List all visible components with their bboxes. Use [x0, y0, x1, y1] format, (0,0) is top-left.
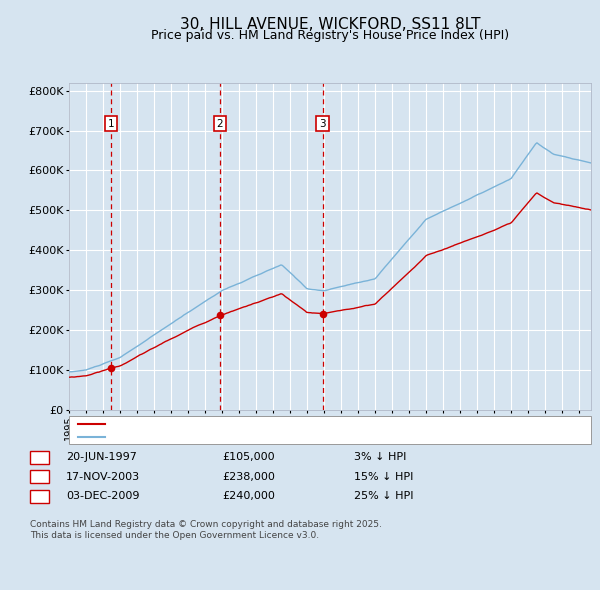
Text: 17-NOV-2003: 17-NOV-2003: [66, 472, 140, 481]
Text: 1: 1: [107, 119, 114, 129]
Text: £238,000: £238,000: [222, 472, 275, 481]
Text: 20-JUN-1997: 20-JUN-1997: [66, 453, 137, 462]
Text: £105,000: £105,000: [222, 453, 275, 462]
Text: 03-DEC-2009: 03-DEC-2009: [66, 491, 139, 501]
Text: 2: 2: [36, 472, 43, 481]
Text: 1: 1: [36, 453, 43, 462]
Text: Price paid vs. HM Land Registry's House Price Index (HPI): Price paid vs. HM Land Registry's House …: [151, 30, 509, 42]
Text: 2: 2: [217, 119, 223, 129]
Text: 3% ↓ HPI: 3% ↓ HPI: [354, 453, 406, 462]
Text: 30, HILL AVENUE, WICKFORD, SS11 8LT (detached house): 30, HILL AVENUE, WICKFORD, SS11 8LT (det…: [111, 419, 410, 429]
Text: £240,000: £240,000: [222, 491, 275, 501]
Text: Contains HM Land Registry data © Crown copyright and database right 2025.
This d: Contains HM Land Registry data © Crown c…: [30, 520, 382, 540]
Text: 3: 3: [319, 119, 326, 129]
Text: 30, HILL AVENUE, WICKFORD, SS11 8LT: 30, HILL AVENUE, WICKFORD, SS11 8LT: [180, 17, 480, 31]
Text: 25% ↓ HPI: 25% ↓ HPI: [354, 491, 413, 501]
Text: 3: 3: [36, 491, 43, 501]
Text: 15% ↓ HPI: 15% ↓ HPI: [354, 472, 413, 481]
Text: HPI: Average price, detached house, Basildon: HPI: Average price, detached house, Basi…: [111, 432, 349, 442]
